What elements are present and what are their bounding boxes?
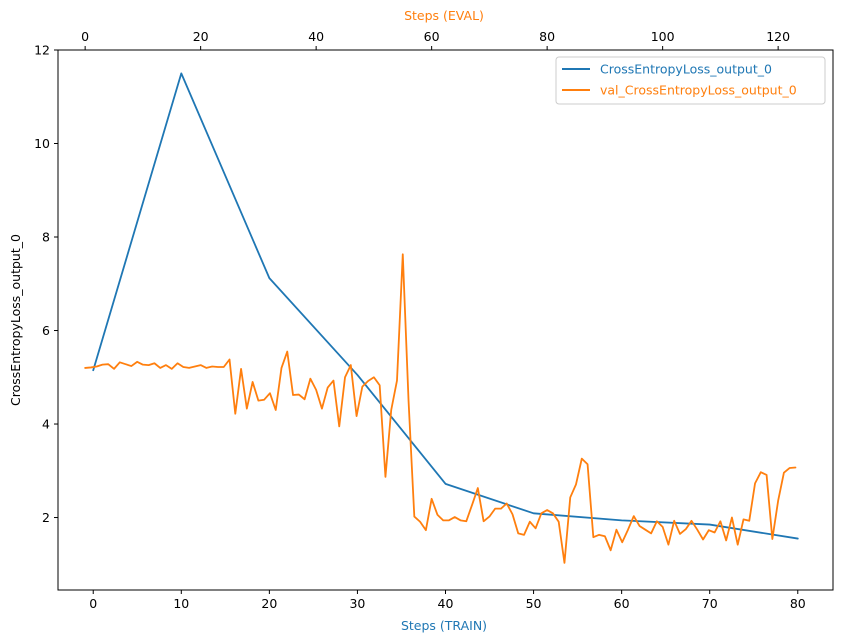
bottom-x-tick-label: 0 <box>89 596 97 611</box>
bottom-x-tick-label: 20 <box>261 596 277 611</box>
top-x-tick-label: 60 <box>424 29 440 44</box>
bottom-x-tick-label: 50 <box>526 596 542 611</box>
ticks-layer: 0 10 20 30 40 50 60 70 80 0 20 40 60 80 100 120 2 4 6 8 10 12 <box>34 29 806 611</box>
plot-area <box>57 49 834 591</box>
legend: CrossEntropyLoss_output_0 val_CrossEntro… <box>555 56 826 105</box>
series-layer <box>84 72 799 564</box>
bottom-x-axis-label: Steps (TRAIN) <box>401 618 487 633</box>
top-x-tick-label: 80 <box>539 29 555 44</box>
legend-label-eval: val_CrossEntropyLoss_output_0 <box>600 83 797 98</box>
bottom-x-tick-label: 60 <box>614 596 630 611</box>
y-tick-label: 8 <box>42 230 50 245</box>
bottom-x-tick-label: 30 <box>349 596 365 611</box>
bottom-x-tick-label: 80 <box>790 596 806 611</box>
top-x-tick-label: 40 <box>308 29 324 44</box>
y-tick-label: 12 <box>34 43 50 58</box>
legend-box <box>555 56 826 105</box>
top-x-tick-label: 120 <box>766 29 790 44</box>
legend-label-train: CrossEntropyLoss_output_0 <box>600 62 772 77</box>
top-x-tick-label: 100 <box>651 29 675 44</box>
train-loss-line <box>92 72 799 540</box>
bottom-x-tick-label: 70 <box>702 596 718 611</box>
bottom-x-tick-label: 40 <box>438 596 454 611</box>
top-x-tick-label: 0 <box>81 29 89 44</box>
y-tick-label: 10 <box>34 136 50 151</box>
top-x-axis-label: Steps (EVAL) <box>404 8 484 23</box>
eval-loss-line <box>84 253 797 564</box>
top-x-tick-label: 20 <box>193 29 209 44</box>
bottom-x-tick-label: 10 <box>173 596 189 611</box>
y-axis-label: CrossEntropyLoss_output_0 <box>8 234 23 406</box>
y-tick-label: 6 <box>42 323 50 338</box>
y-tick-label: 2 <box>42 510 50 525</box>
y-tick-label: 4 <box>42 417 50 432</box>
